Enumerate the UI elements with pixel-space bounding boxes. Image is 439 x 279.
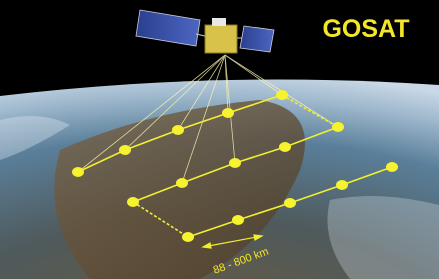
page: {"title": "GOSAT", "scale_label": "88 - … (0, 0, 439, 279)
point (279, 142, 291, 152)
illustration: GOSAT 88 - 800 km (0, 0, 439, 279)
point (176, 178, 188, 188)
point (284, 198, 296, 208)
point (119, 145, 131, 155)
point (72, 167, 84, 177)
point (222, 108, 234, 118)
point (386, 162, 398, 172)
point (182, 232, 194, 242)
point (127, 197, 139, 207)
point (172, 125, 184, 135)
point (332, 122, 344, 132)
satellite-body (205, 25, 237, 53)
solar-panel (240, 26, 274, 52)
point (229, 158, 241, 168)
sensor (212, 18, 226, 26)
cloud (328, 196, 439, 279)
point (232, 215, 244, 225)
title: GOSAT (322, 15, 409, 43)
point (336, 180, 348, 190)
point (276, 90, 288, 100)
